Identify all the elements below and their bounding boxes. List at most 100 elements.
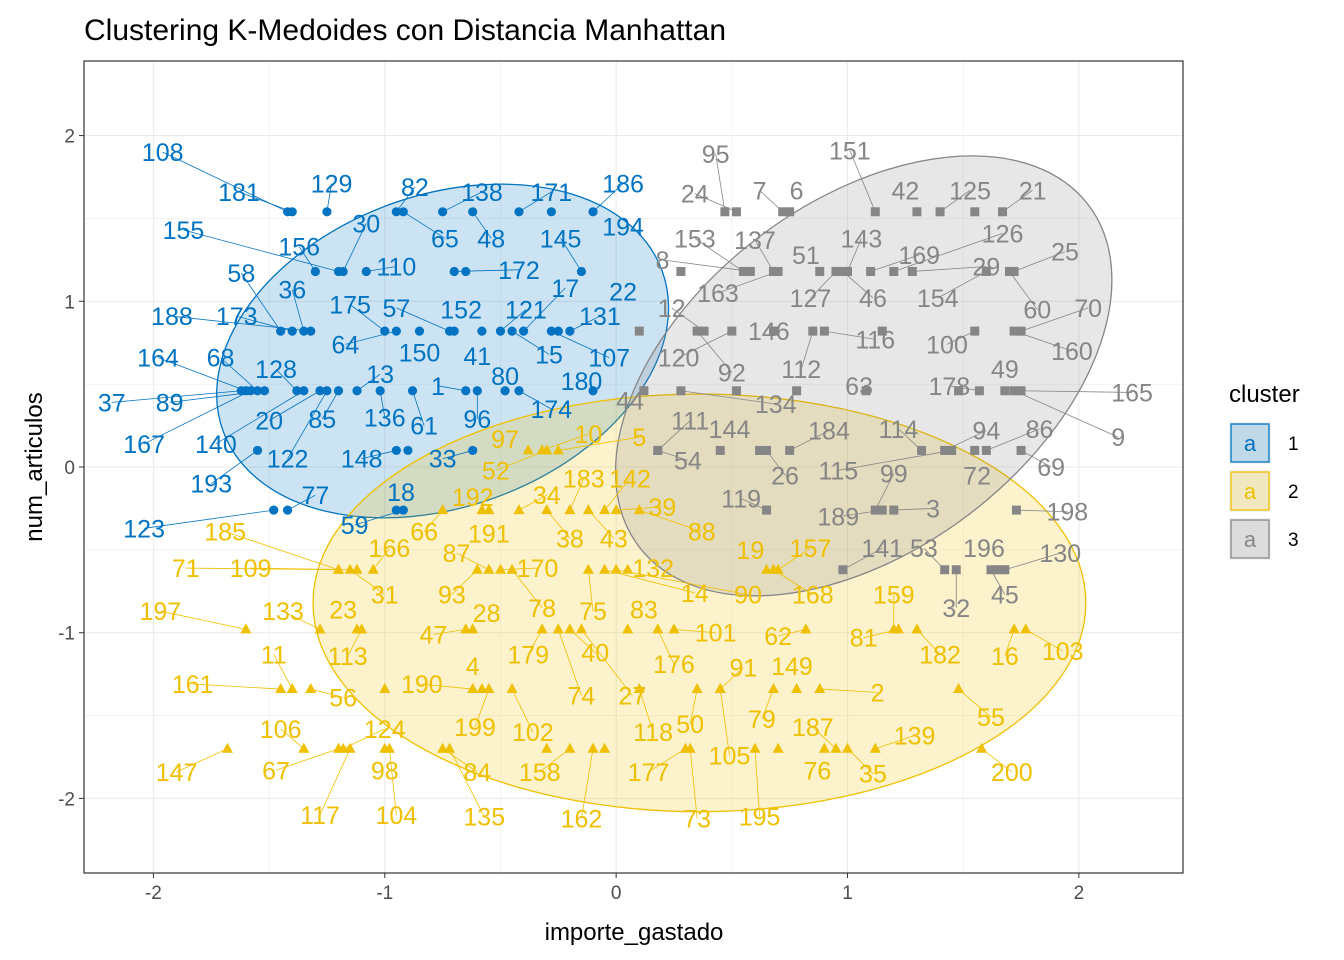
cluster-1-point [322, 207, 332, 217]
label-leader-line [527, 629, 543, 655]
cluster-2-point [513, 504, 525, 515]
label-leader-line [1004, 552, 1061, 571]
cluster-2-point [830, 742, 842, 753]
label-leader-line [870, 254, 920, 272]
label-leader-line [449, 748, 485, 817]
cluster-1-point [507, 326, 517, 336]
x-tick-label: 1 [842, 883, 853, 904]
point-label: 23 [329, 597, 357, 625]
label-leader-line [592, 183, 624, 213]
point-label: 133 [262, 598, 304, 626]
cluster-3-point [998, 207, 1008, 217]
point-label: 88 [688, 519, 716, 547]
cluster-1-point [553, 326, 563, 336]
cluster-1-point [449, 266, 459, 277]
label-leader-line [160, 610, 247, 630]
label-leader-line [912, 266, 987, 272]
point-label: 50 [676, 711, 704, 739]
cluster-3-point [1009, 326, 1019, 336]
cluster-2-point [552, 623, 564, 634]
cluster-1-point [287, 207, 297, 217]
label-leader-line [451, 569, 478, 595]
cluster-1-point [315, 386, 325, 396]
cluster-3-point [1000, 386, 1010, 396]
cluster-1-point [565, 326, 575, 336]
point-label: 144 [709, 416, 751, 444]
label-leader-line [604, 478, 631, 511]
legend-key-background [1229, 422, 1271, 464]
cluster-3-point [907, 266, 917, 276]
label-leader-line [875, 735, 915, 750]
label-leader-line [916, 629, 941, 655]
point-label: 86 [1026, 416, 1054, 444]
point-label: 179 [507, 641, 549, 669]
point-label: 4 [466, 653, 480, 681]
point-label: 8 [655, 247, 669, 275]
label-leader-line [183, 229, 339, 272]
point-label: 40 [581, 640, 609, 668]
point-label: 48 [477, 225, 505, 253]
cluster-2-point [587, 742, 599, 753]
point-label: 68 [207, 345, 235, 373]
point-label: 196 [963, 535, 1005, 563]
point-label: 129 [311, 171, 353, 199]
label-leader-line [396, 307, 450, 332]
point-label: 169 [898, 242, 940, 270]
point-label: 46 [859, 285, 887, 313]
cluster-1-point [310, 266, 320, 277]
label-leader-line [326, 183, 332, 212]
cluster-2-point [767, 683, 779, 694]
cluster-3-point [870, 505, 880, 515]
point-label: 167 [123, 431, 165, 459]
label-leader-line [220, 357, 258, 392]
point-label: 11 [261, 641, 287, 669]
label-leader-line [777, 547, 811, 571]
cluster-3-point [993, 565, 1003, 575]
point-label: 96 [463, 406, 491, 434]
point-label: 135 [463, 804, 505, 832]
point-label: 69 [1037, 454, 1065, 482]
legend-key-glyph: a [1244, 431, 1257, 456]
point-label: 180 [561, 368, 603, 396]
cluster-2-point [800, 623, 812, 634]
point-label: 49 [991, 356, 1019, 384]
cluster-2-point [575, 623, 587, 634]
cluster-1-point [352, 386, 362, 396]
legend-title: cluster [1229, 381, 1300, 408]
label-leader-line [639, 509, 702, 533]
point-label: 186 [602, 171, 644, 199]
label-leader-line [287, 494, 316, 511]
label-leader-line [648, 748, 686, 773]
cluster-3-point [745, 266, 755, 276]
cluster-3-point [843, 266, 853, 276]
point-label: 87 [443, 540, 471, 568]
cluster-1-point [287, 326, 297, 336]
point-label: 57 [382, 295, 410, 323]
label-leader-line [673, 629, 716, 634]
cluster-2-point [869, 742, 881, 753]
label-leader-line [939, 189, 971, 213]
point-label: 20 [255, 408, 283, 436]
cluster-2-point [383, 742, 395, 753]
cluster-1-point [588, 207, 598, 217]
label-leader-line [442, 450, 473, 460]
label-leader-line [225, 531, 339, 571]
label-leader-line [361, 450, 397, 460]
point-label: 154 [917, 285, 959, 313]
cluster-2-point [522, 444, 534, 455]
cluster-1-point [375, 386, 385, 396]
label-leader-line [511, 569, 543, 609]
cluster-2-point [483, 504, 495, 515]
label-leader-line [581, 748, 594, 819]
point-label: 149 [771, 653, 813, 681]
point-label: 31 [371, 582, 399, 610]
point-label: 44 [616, 388, 644, 416]
label-leader-line [800, 330, 814, 370]
label-leader-line [287, 390, 328, 459]
point-label: 52 [482, 457, 510, 485]
label-leader-line [162, 151, 288, 213]
cluster-3-point [727, 326, 737, 336]
label-leader-line [937, 271, 987, 299]
